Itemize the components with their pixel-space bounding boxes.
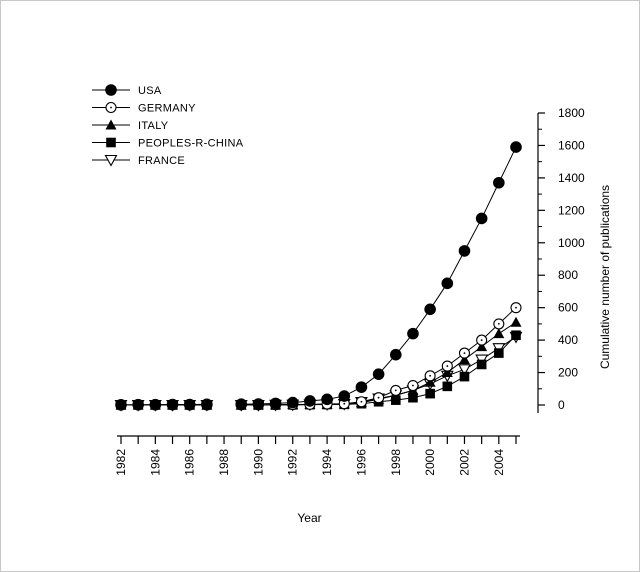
data-point-usa <box>441 277 454 290</box>
y-tick-label: 0 <box>558 398 565 412</box>
x-tick-label: 1984 <box>148 449 162 476</box>
x-tick-label: 1988 <box>217 449 231 476</box>
legend-label: FRANCE <box>138 155 185 167</box>
series-usa <box>115 141 522 411</box>
y-tick-label: 1600 <box>558 138 585 152</box>
data-point-peoples-r-china <box>494 348 504 358</box>
data-point-usa <box>338 390 351 402</box>
data-point-peoples-r-china <box>476 359 487 370</box>
data-point-italy <box>510 316 522 327</box>
data-point-usa <box>355 381 368 393</box>
data-point-usa <box>269 397 282 410</box>
y-tick-label: 200 <box>558 366 578 380</box>
x-axis: 1982 1984 1986 1988 1990 1992 1994 1996 1998 2000… <box>114 435 520 476</box>
data-point-germany <box>355 396 367 408</box>
legend-item-germany: GERMANY <box>92 101 196 115</box>
data-point-italy <box>441 367 453 378</box>
data-point-usa <box>183 398 196 411</box>
data-point-france <box>458 364 471 376</box>
legend-item-peoples-r-china: PEOPLES-R-CHINA <box>92 137 244 150</box>
data-point-usa <box>493 176 505 189</box>
data-point-usa <box>424 303 436 316</box>
data-point-germany <box>373 392 385 404</box>
data-point-usa <box>389 348 402 361</box>
legend-marker-france <box>104 154 118 167</box>
data-point-germany <box>510 302 522 314</box>
x-tick-label: 1998 <box>389 449 403 476</box>
legend-label: PEOPLES-R-CHINA <box>138 138 244 150</box>
data-point-germany <box>424 370 436 382</box>
data-point-usa <box>132 398 144 411</box>
data-point-germany <box>476 334 488 346</box>
y-axis-title: Cumulative number of publications <box>598 185 612 369</box>
legend-label: GERMANY <box>138 103 196 115</box>
data-point-usa <box>304 395 316 407</box>
legend-item-usa: USA <box>92 84 162 97</box>
data-point-usa <box>286 396 299 409</box>
legend-item-france: FRANCE <box>92 154 185 167</box>
data-point-peoples-r-china <box>425 388 435 399</box>
y-tick-label: 400 <box>558 333 578 347</box>
y-tick-label: 600 <box>558 301 578 315</box>
x-tick-label: 2002 <box>457 449 471 476</box>
data-point-italy <box>493 328 505 339</box>
series-layer <box>114 141 523 412</box>
legend-marker-italy <box>105 119 117 130</box>
y-tick-label: 1200 <box>558 203 585 217</box>
x-tick-label: 2004 <box>492 449 506 476</box>
data-point-usa <box>201 398 213 411</box>
y-axis: 0 200 400 600 800 1000 1200 1400 1600 1800 <box>537 106 585 413</box>
data-point-usa <box>252 398 265 410</box>
y-tick-label: 800 <box>558 268 578 282</box>
data-point-germany <box>441 360 453 372</box>
data-point-usa <box>372 368 385 380</box>
data-point-usa <box>475 212 488 225</box>
data-point-peoples-r-china <box>408 392 418 403</box>
data-point-peoples-r-china <box>511 330 521 341</box>
data-point-italy <box>458 354 470 365</box>
data-point-usa <box>510 141 522 153</box>
x-tick-label: 1992 <box>286 449 300 476</box>
data-point-usa <box>115 399 127 411</box>
data-point-italy <box>424 376 436 387</box>
data-point-peoples-r-china <box>459 371 470 382</box>
data-point-germany <box>407 379 419 392</box>
data-point-peoples-r-china <box>442 381 453 392</box>
legend-label: USA <box>138 85 162 97</box>
legend-marker-peoples-r-china <box>106 137 116 148</box>
data-point-usa <box>458 245 471 257</box>
data-point-germany <box>390 384 402 396</box>
data-point-usa <box>407 327 419 340</box>
legend-item-italy: ITALY <box>92 119 169 132</box>
legend-marker-usa <box>105 84 117 96</box>
x-tick-label: 1996 <box>354 449 368 476</box>
x-tick-label: 1982 <box>114 449 128 476</box>
data-point-usa <box>235 398 248 410</box>
x-tick-label: 1994 <box>320 449 334 476</box>
legend: USA GERMANY ITALY PEOPLES-R-CHINA FRANCE <box>92 84 244 167</box>
x-tick-label: 1986 <box>183 449 197 476</box>
y-tick-label: 1000 <box>558 236 585 250</box>
x-tick-label: 1990 <box>251 449 265 476</box>
data-point-italy <box>476 341 488 352</box>
data-point-usa <box>321 393 333 406</box>
legend-marker-germany <box>105 101 117 114</box>
y-tick-label: 1400 <box>558 171 585 185</box>
data-point-germany <box>458 347 471 359</box>
legend-label: ITALY <box>138 120 169 132</box>
x-tick-label: 2000 <box>423 449 437 476</box>
y-tick-label: 1800 <box>558 106 585 120</box>
data-point-usa <box>166 398 179 411</box>
x-axis-title: Year <box>297 511 321 525</box>
data-point-peoples-r-china <box>390 395 401 405</box>
data-point-germany <box>493 318 505 330</box>
data-point-usa <box>149 398 162 411</box>
